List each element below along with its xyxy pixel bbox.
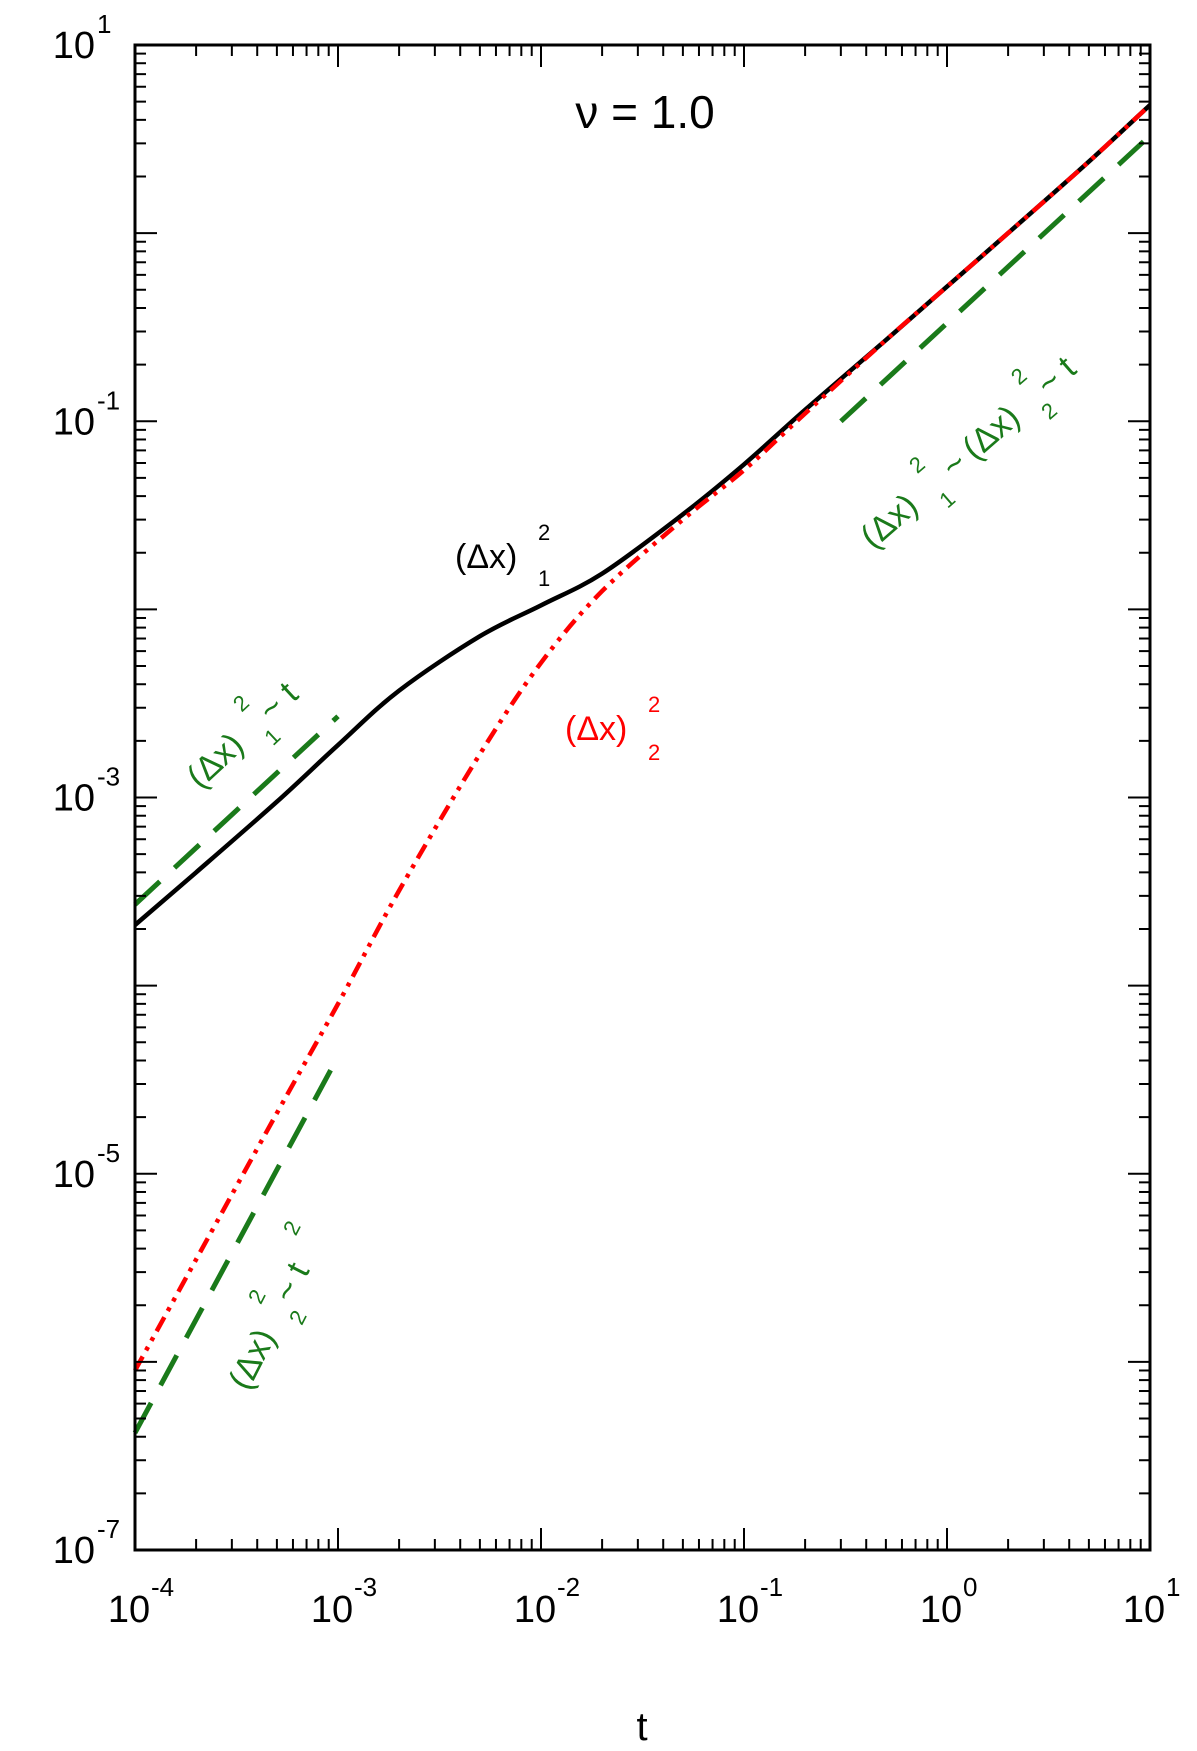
svg-text:10: 10 (1123, 1589, 1165, 1631)
svg-text:10: 10 (514, 1589, 556, 1631)
svg-text:10: 10 (53, 1154, 95, 1196)
svg-text:-7: -7 (97, 1514, 120, 1544)
red-label-sub: 2 (648, 740, 660, 765)
chart-title: ν = 1.0 (575, 86, 714, 138)
ticks-layer: 10-410-310-210-110010110-710-510-310-110… (53, 9, 1181, 1631)
series-line-long-dash-3 (132, 1055, 341, 1434)
svg-text:-1: -1 (97, 385, 120, 415)
x-tick-label: 10-1 (717, 1572, 783, 1631)
svg-text:10: 10 (53, 25, 95, 67)
series-line-long-dash-2 (133, 714, 340, 907)
green-t2-tail-sup: 2 (278, 1217, 306, 1239)
green-late-label: (Δx) 2 1 ~ (Δx) 2 2 ~ t (853, 349, 1084, 556)
green-t2-tail: ~ t (266, 1256, 318, 1308)
black-label-sub: 1 (538, 566, 550, 591)
x-axis-title: t (636, 1705, 647, 1749)
green-t2-label: (Δx) 2 2 ~ t 2 (221, 1217, 318, 1396)
green-early-sub: 1 (259, 724, 285, 751)
red-label-sup: 2 (648, 692, 660, 717)
green-early-sup: 2 (228, 690, 254, 717)
svg-text:1: 1 (97, 9, 111, 39)
y-tick-label: 10-1 (53, 385, 120, 443)
svg-text:(Δx): (Δx) (455, 538, 517, 576)
plot-frame (133, 43, 1152, 1552)
svg-text:10: 10 (920, 1589, 962, 1631)
green-late-a-sub: 1 (934, 486, 960, 513)
svg-text:1: 1 (1166, 1572, 1180, 1602)
svg-text:10: 10 (717, 1589, 759, 1631)
svg-text:10: 10 (53, 778, 95, 820)
green-t2-sub: 2 (284, 1306, 312, 1328)
svg-text:10: 10 (53, 401, 95, 443)
svg-text:10: 10 (108, 1589, 150, 1631)
svg-text:-2: -2 (557, 1572, 580, 1602)
green-late-a-base: (Δx) (853, 486, 925, 556)
black-label-sup: 2 (538, 520, 550, 545)
green-late-b-sub: 2 (1036, 397, 1062, 424)
x-tick-label: 101 (1123, 1572, 1181, 1631)
y-tick-label: 10-3 (53, 762, 120, 820)
x-tick-label: 100 (920, 1572, 978, 1631)
svg-text:-4: -4 (151, 1572, 174, 1602)
y-tick-label: 10-5 (53, 1138, 120, 1196)
svg-text:10: 10 (53, 1530, 95, 1572)
green-early-base: (Δx) (180, 726, 252, 796)
svg-text:-5: -5 (97, 1138, 120, 1168)
svg-text:-3: -3 (97, 762, 120, 792)
x-tick-label: 10-4 (108, 1572, 174, 1631)
svg-text:-3: -3 (354, 1572, 377, 1602)
y-tick-label: 101 (53, 9, 112, 67)
black-label-base: (Δx) (455, 538, 517, 576)
green-t2-base: (Δx) (221, 1323, 283, 1396)
red-curve-label: (Δx) 2 2 (565, 692, 660, 765)
y-tick-label: 10-7 (53, 1514, 120, 1572)
black-curve-label: (Δx) 2 1 (455, 520, 550, 591)
plot-layer (132, 103, 1152, 1434)
red-label-base: (Δx) (565, 710, 627, 748)
svg-text:-1: -1 (760, 1572, 783, 1602)
svg-text:10: 10 (311, 1589, 353, 1631)
green-early-tail: ~ t (251, 674, 306, 729)
series-line-long-dash-4 (839, 133, 1152, 424)
x-tick-label: 10-3 (311, 1572, 377, 1631)
series-line-dash-dot-dot-1 (133, 103, 1152, 1372)
series-line-solid-0 (133, 103, 1152, 927)
x-tick-label: 10-2 (514, 1572, 580, 1631)
green-late-a-sup: 2 (904, 451, 930, 478)
green-late-b-tail: ~ t (1029, 349, 1084, 403)
green-late-b-sup: 2 (1006, 363, 1032, 390)
svg-text:0: 0 (963, 1572, 977, 1602)
